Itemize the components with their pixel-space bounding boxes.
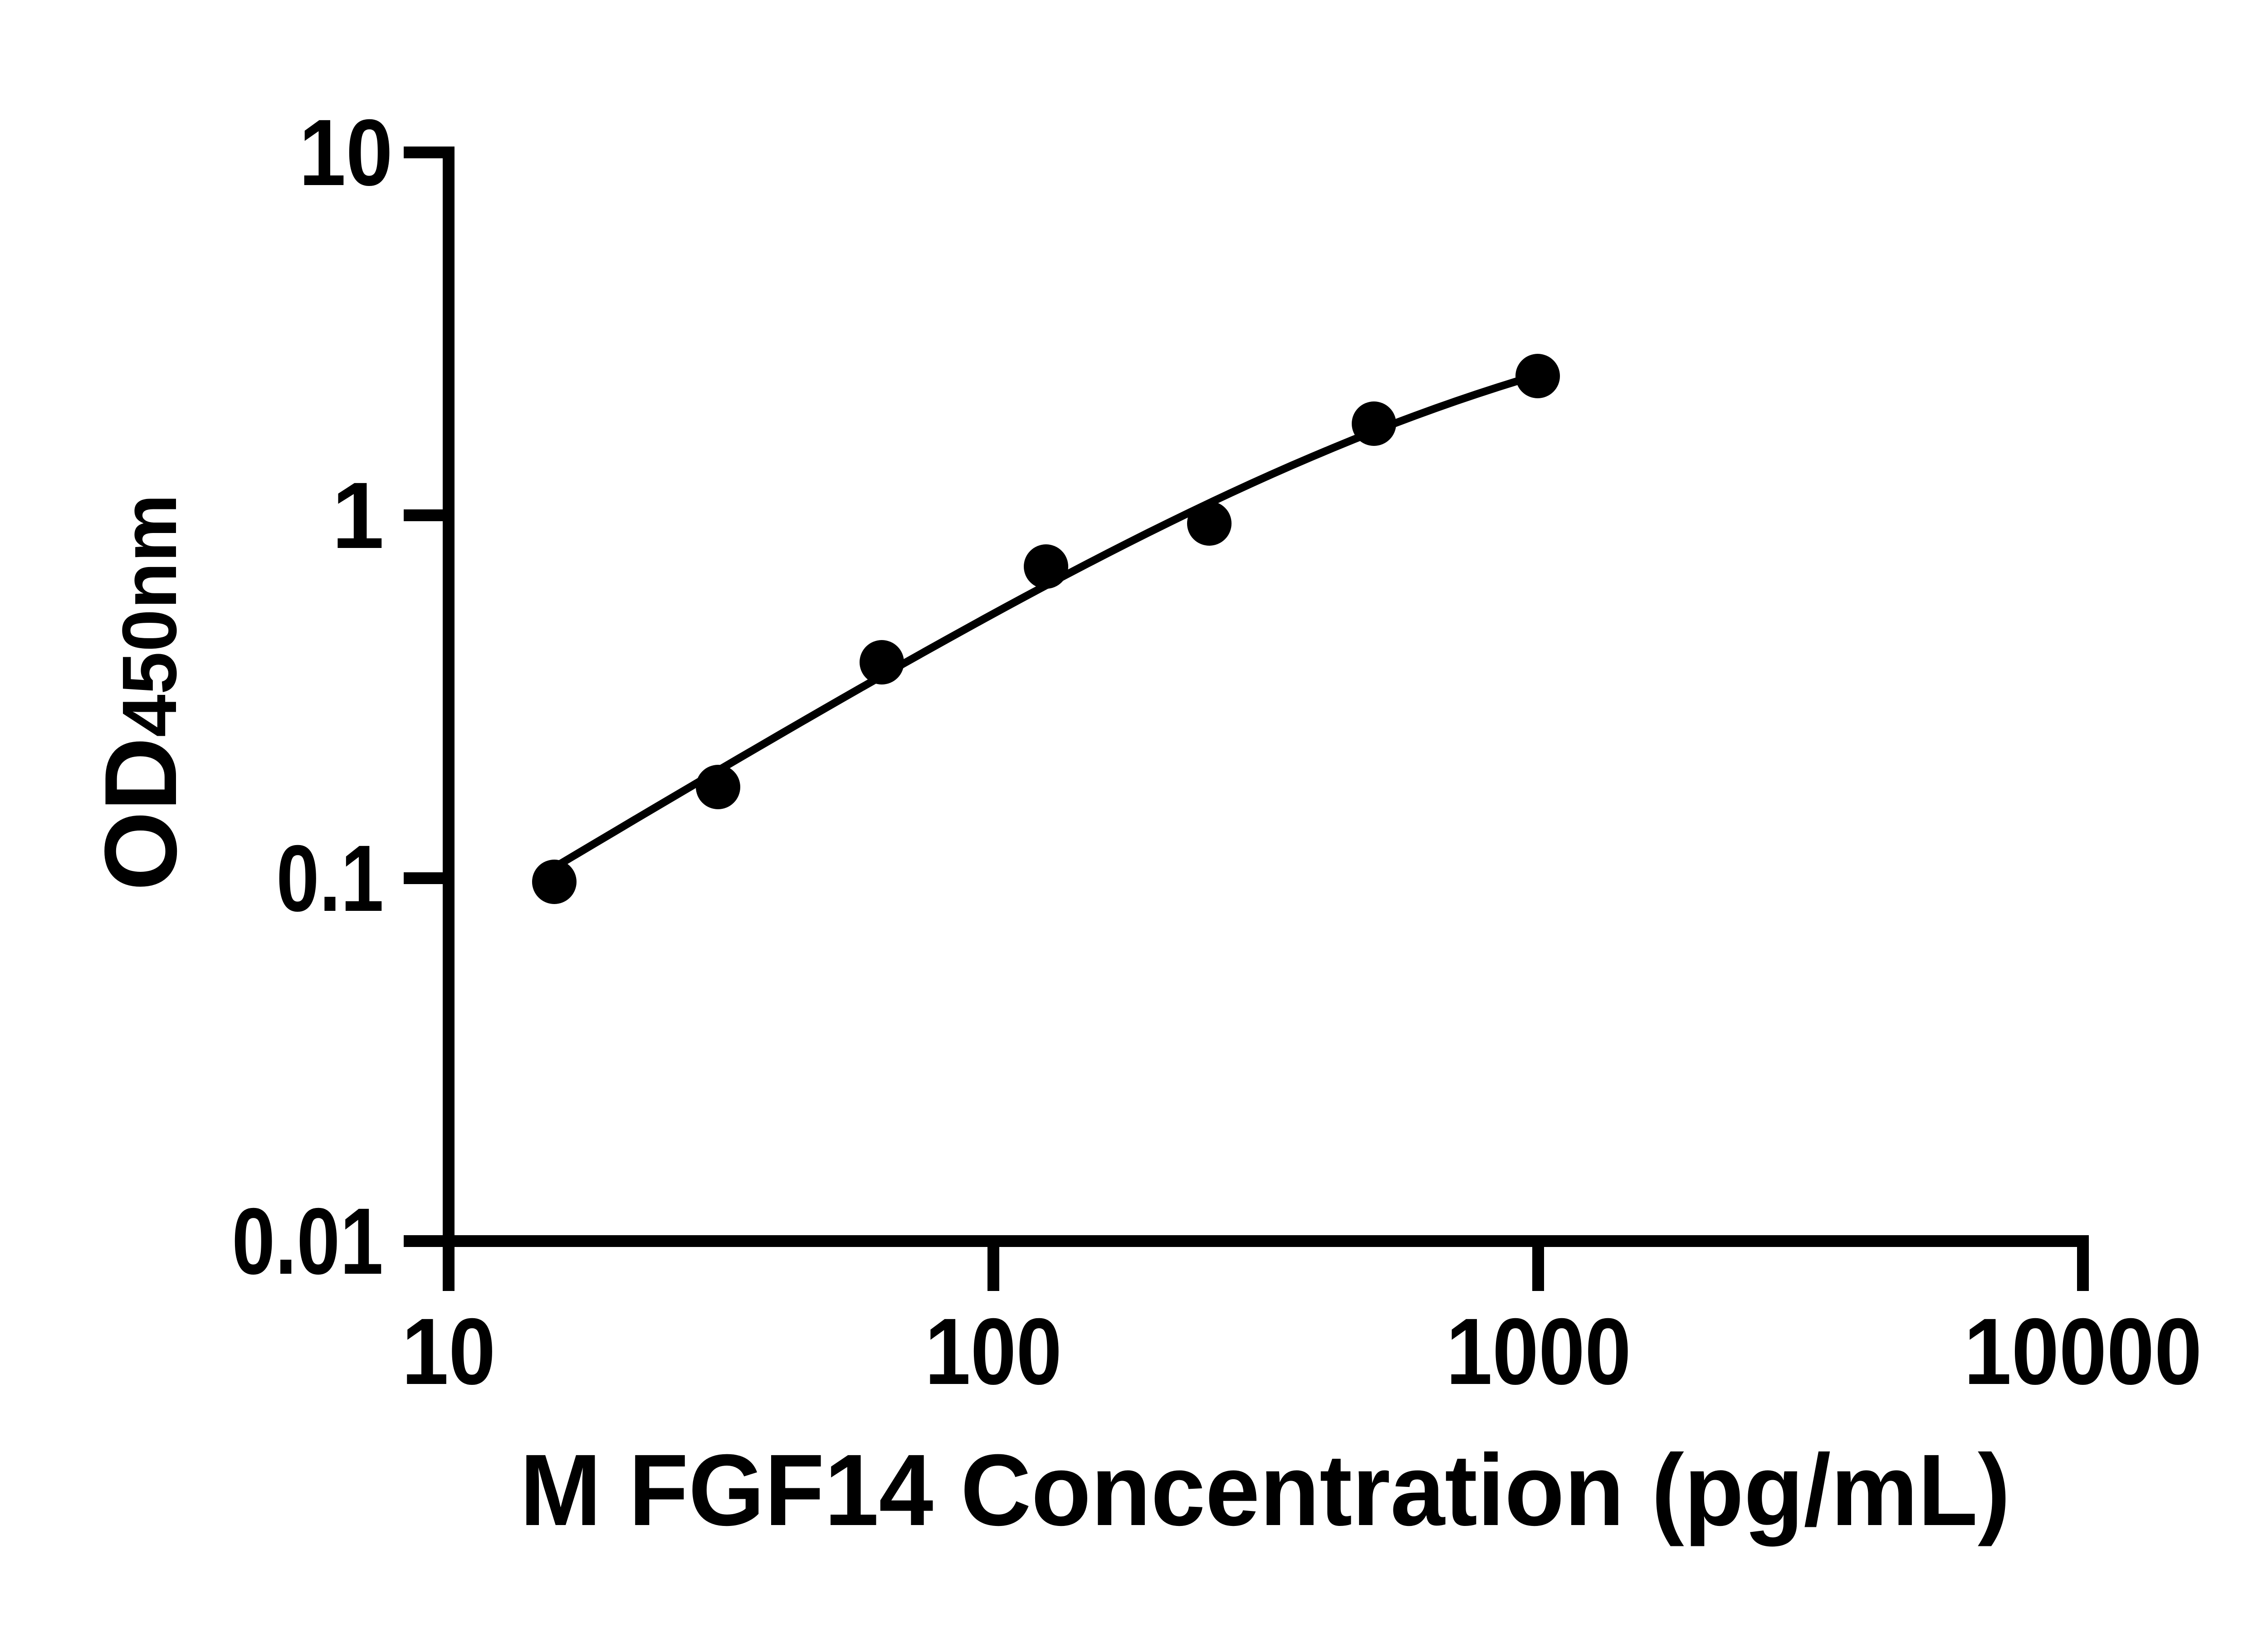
svg-text:OD450nm: OD450nm [83, 494, 198, 891]
svg-text:100: 100 [925, 1299, 1062, 1404]
svg-text:10000: 10000 [1964, 1299, 2202, 1404]
svg-text:10: 10 [299, 100, 393, 205]
svg-text:10: 10 [402, 1299, 496, 1404]
svg-text:1: 1 [332, 463, 384, 568]
svg-text:0.01: 0.01 [232, 1189, 383, 1294]
svg-text:0.1: 0.1 [276, 826, 384, 931]
svg-text:1000: 1000 [1446, 1299, 1631, 1404]
svg-text:M FGF14 Concentration (pg/mL): M FGF14 Concentration (pg/mL) [520, 1433, 2010, 1547]
